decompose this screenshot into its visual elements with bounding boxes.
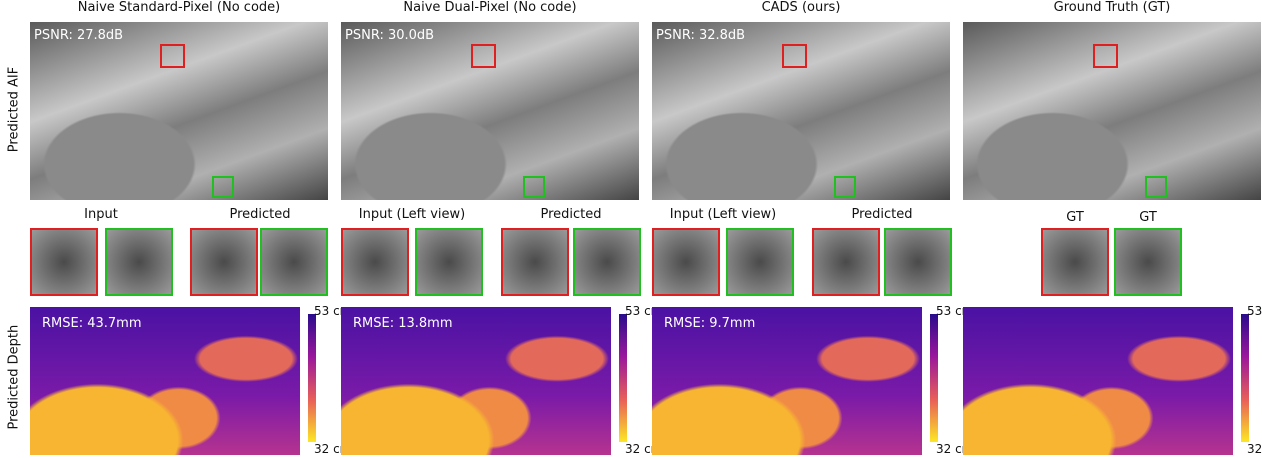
crop-label: Predicted — [501, 207, 641, 222]
crop-label: Predicted — [190, 207, 330, 222]
column-title: Naive Dual-Pixel (No code) — [341, 0, 639, 15]
rmse-label: RMSE: 13.8mm — [353, 316, 453, 331]
crop-image — [260, 228, 328, 296]
colorbar — [619, 314, 627, 442]
crop-label: Input (Left view) — [341, 207, 483, 222]
red-box — [782, 44, 807, 68]
row-label: Predicted AIF — [7, 60, 22, 160]
red-box — [1093, 44, 1118, 68]
crop-image — [1041, 228, 1109, 296]
colorbar — [308, 314, 316, 442]
crop-image — [190, 228, 258, 296]
column-title: Naive Standard-Pixel (No code) — [30, 0, 328, 15]
green-box — [212, 176, 234, 198]
crop-image — [30, 228, 98, 296]
green-box — [1145, 176, 1167, 198]
crop-image — [812, 228, 880, 296]
crop-image — [1114, 228, 1182, 296]
column-title: Ground Truth (GT) — [963, 0, 1261, 15]
psnr-label: PSNR: 32.8dB — [656, 28, 745, 43]
crop-image — [652, 228, 720, 296]
red-box — [160, 44, 185, 68]
crop-image — [726, 228, 794, 296]
crop-image — [884, 228, 952, 296]
colorbar — [930, 314, 938, 442]
green-box — [523, 176, 545, 198]
crop-label: Input — [30, 207, 172, 222]
green-box — [834, 176, 856, 198]
crop-image — [105, 228, 173, 296]
red-box — [471, 44, 496, 68]
colorbar — [1241, 314, 1249, 442]
crop-image — [501, 228, 569, 296]
crop-image — [573, 228, 641, 296]
crop-label: Predicted — [812, 207, 952, 222]
crop-label: GT — [1041, 210, 1109, 225]
psnr-label: PSNR: 30.0dB — [345, 28, 434, 43]
rmse-label: RMSE: 9.7mm — [664, 316, 755, 331]
figure: Predicted AIF Predicted Depth Naive Stan… — [0, 0, 1262, 458]
crop-image — [341, 228, 409, 296]
depth-image — [963, 307, 1233, 455]
row-label: Predicted Depth — [7, 330, 22, 430]
column-title: CADS (ours) — [652, 0, 950, 15]
crop-label: Input (Left view) — [652, 207, 794, 222]
colorbar-label: 53 cm — [1247, 304, 1262, 318]
crop-image — [415, 228, 483, 296]
rmse-label: RMSE: 43.7mm — [42, 316, 142, 331]
colorbar-label: 32 cm — [1247, 442, 1262, 456]
psnr-label: PSNR: 27.8dB — [34, 28, 123, 43]
crop-label: GT — [1114, 210, 1182, 225]
